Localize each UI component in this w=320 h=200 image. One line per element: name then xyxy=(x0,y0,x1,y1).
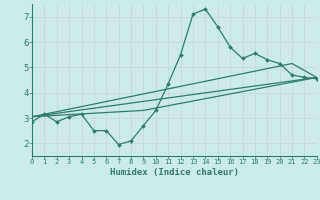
X-axis label: Humidex (Indice chaleur): Humidex (Indice chaleur) xyxy=(110,168,239,177)
